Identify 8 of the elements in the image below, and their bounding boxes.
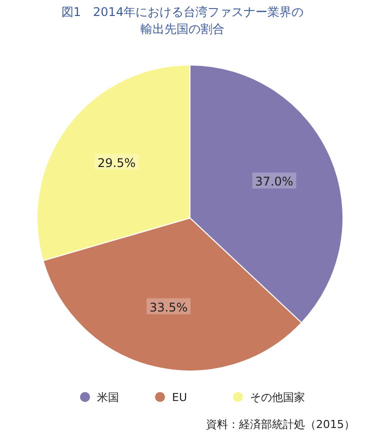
data-label: 29.5% (98, 156, 136, 170)
legend-label: EU (172, 391, 188, 404)
text: 資料：経済部統計処（2015） (206, 418, 355, 431)
legend-label: その他国家 (250, 391, 305, 404)
data-label: 33.5% (150, 300, 188, 314)
legend-label: 米国 (97, 391, 119, 404)
chart-title: 図1 2014年における台湾ファスナー業界の輸出先国の割合 (61, 5, 304, 36)
data-label: 37.0% (255, 174, 294, 189)
